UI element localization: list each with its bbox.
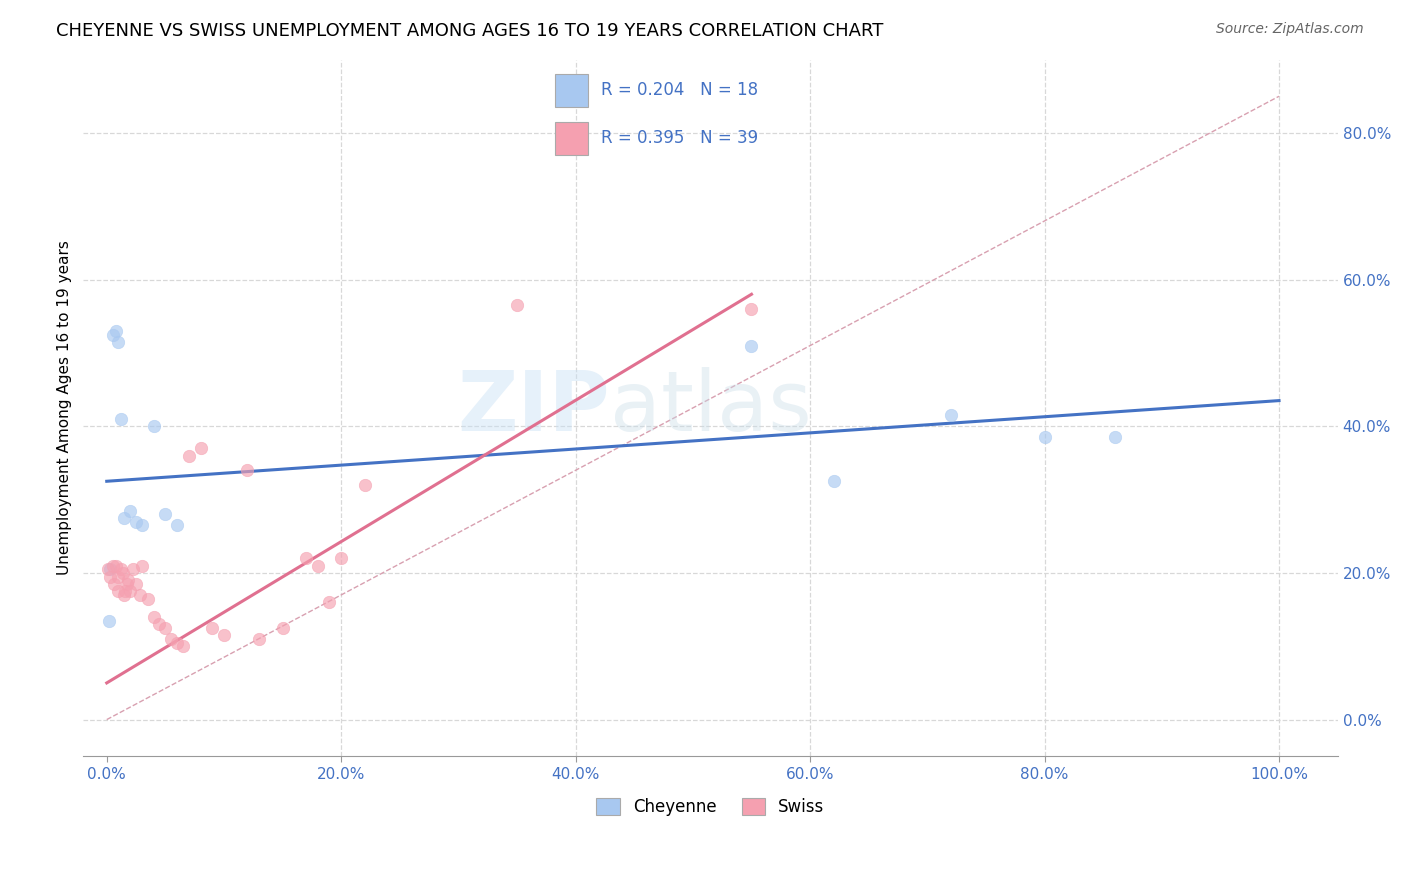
- Point: [136, 591, 159, 606]
- Text: ZIP: ZIP: [457, 368, 610, 449]
- Point: [506, 298, 529, 312]
- Text: CHEYENNE VS SWISS UNEMPLOYMENT AMONG AGES 16 TO 19 YEARS CORRELATION CHART: CHEYENNE VS SWISS UNEMPLOYMENT AMONG AGE…: [56, 22, 883, 40]
- Point: [307, 558, 329, 573]
- Point: [177, 449, 200, 463]
- Point: [271, 621, 294, 635]
- Point: [190, 442, 212, 456]
- Point: [98, 614, 121, 628]
- Point: [939, 409, 962, 423]
- Point: [112, 566, 135, 580]
- Point: [112, 511, 135, 525]
- Point: [142, 419, 165, 434]
- Point: [201, 621, 224, 635]
- Point: [823, 475, 845, 489]
- Point: [115, 577, 138, 591]
- Point: [107, 334, 129, 349]
- Point: [110, 562, 132, 576]
- Point: [101, 327, 124, 342]
- Point: [98, 569, 121, 583]
- Point: [101, 558, 124, 573]
- Text: R = 0.395   N = 39: R = 0.395 N = 39: [600, 129, 758, 147]
- Point: [330, 551, 353, 566]
- Point: [105, 558, 128, 573]
- Point: [125, 577, 148, 591]
- Point: [110, 412, 132, 426]
- Point: [125, 515, 148, 529]
- Point: [1104, 430, 1126, 444]
- Text: atlas: atlas: [610, 368, 811, 449]
- Point: [155, 508, 177, 522]
- Point: [236, 463, 259, 477]
- Point: [107, 584, 129, 599]
- Point: [247, 632, 270, 646]
- Point: [107, 569, 129, 583]
- Point: [166, 518, 188, 533]
- Point: [740, 301, 762, 316]
- Point: [155, 621, 177, 635]
- Point: [120, 503, 142, 517]
- Point: [131, 558, 153, 573]
- Point: [103, 577, 125, 591]
- FancyBboxPatch shape: [554, 122, 588, 155]
- Point: [128, 588, 150, 602]
- Y-axis label: Unemployment Among Ages 16 to 19 years: Unemployment Among Ages 16 to 19 years: [58, 241, 72, 575]
- Point: [318, 595, 340, 609]
- Point: [148, 617, 170, 632]
- Point: [212, 628, 235, 642]
- Point: [117, 574, 139, 588]
- Point: [142, 610, 165, 624]
- FancyBboxPatch shape: [554, 74, 588, 106]
- Point: [160, 632, 183, 646]
- Point: [295, 551, 318, 566]
- Point: [120, 584, 142, 599]
- Legend: Cheyenne, Swiss: Cheyenne, Swiss: [588, 789, 832, 824]
- Point: [740, 338, 762, 352]
- Point: [121, 562, 143, 576]
- Text: R = 0.204   N = 18: R = 0.204 N = 18: [600, 81, 758, 99]
- Point: [166, 635, 188, 649]
- Text: Source: ZipAtlas.com: Source: ZipAtlas.com: [1216, 22, 1364, 37]
- Point: [1033, 430, 1056, 444]
- Point: [353, 478, 375, 492]
- Point: [114, 584, 136, 599]
- Point: [105, 324, 128, 338]
- Point: [172, 640, 194, 654]
- Point: [112, 588, 135, 602]
- Point: [131, 518, 153, 533]
- Point: [97, 562, 120, 576]
- Point: [98, 562, 121, 576]
